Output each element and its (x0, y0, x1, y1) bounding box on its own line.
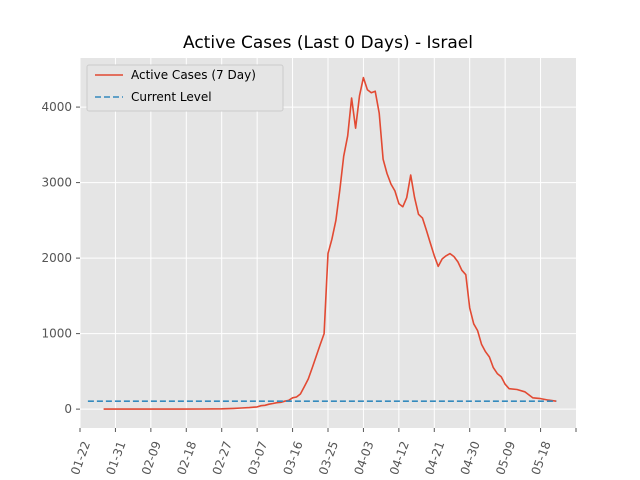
legend-label-active-cases: Active Cases (7 Day) (131, 68, 256, 82)
y-axis: 0 1000 2000 3000 4000 (41, 100, 80, 416)
x-tick-label: 04-03 (351, 439, 376, 477)
x-tick-label: 03-07 (245, 439, 270, 477)
x-tick-label: 02-18 (174, 439, 199, 477)
legend: Active Cases (7 Day) Current Level (86, 64, 284, 112)
x-tick-label: 03-16 (281, 439, 306, 477)
y-tick-label: 2000 (41, 251, 72, 265)
x-tick-label: 01-31 (103, 439, 128, 477)
x-tick-label: 02-09 (139, 439, 164, 477)
grid-lines (79, 58, 576, 428)
y-tick-label: 4000 (41, 100, 72, 114)
chart-title: Active Cases (Last 0 Days) - Israel (183, 33, 473, 53)
x-tick-label: 03-25 (316, 439, 341, 477)
x-tick-label: 04-12 (387, 439, 412, 477)
legend-box (86, 64, 284, 112)
y-tick-label: 3000 (41, 176, 72, 190)
y-tick-label: 0 (64, 402, 72, 416)
y-tick-label: 1000 (41, 327, 72, 341)
x-tick-label: 02-27 (210, 439, 235, 477)
x-tick-label: 04-30 (458, 439, 483, 477)
x-tick-label: 05-09 (493, 439, 518, 477)
x-tick-label: 04-21 (422, 439, 447, 477)
x-axis: 01-22 01-31 02-09 02-18 02-27 03-07 03-16 03-25… (68, 428, 577, 477)
x-tick-label: 01-22 (68, 439, 93, 477)
legend-label-current-level: Current Level (131, 90, 212, 104)
x-tick-label: 05-18 (529, 439, 554, 477)
series-line-active-cases (103, 76, 557, 410)
series-lines (87, 76, 557, 410)
